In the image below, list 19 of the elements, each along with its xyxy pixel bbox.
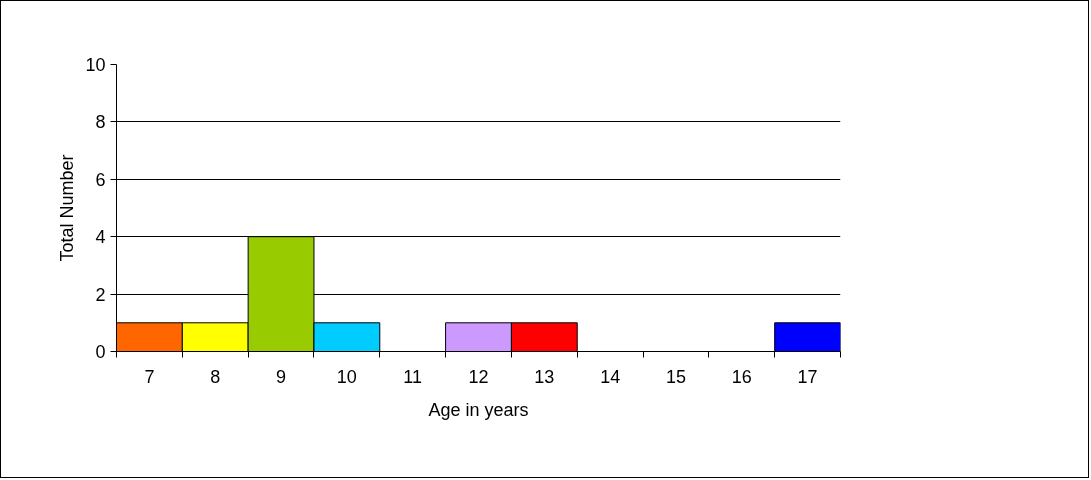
x-tick-label: 8: [210, 366, 221, 387]
x-tick-label: 7: [144, 366, 155, 387]
x-tick-label: 11: [403, 366, 423, 387]
x-tick-label: 13: [534, 366, 555, 387]
x-tick-label: 14: [600, 366, 621, 387]
x-tick-label: 10: [336, 366, 357, 387]
x-tick-label: 12: [468, 366, 489, 387]
y-axis-title: Total Number: [57, 154, 78, 262]
x-tick-label: 15: [665, 366, 686, 387]
x-axis-title: Age in years: [428, 399, 529, 420]
y-tick-label: 8: [95, 112, 106, 133]
y-tick-label: 6: [95, 169, 106, 190]
x-tick-label: 16: [731, 366, 752, 387]
x-tick-label: 17: [797, 366, 818, 387]
y-tick-label: 10: [85, 55, 106, 75]
y-tick-label: 2: [95, 284, 106, 305]
y-tick-label: 0: [95, 342, 106, 362]
y-tick-label: 4: [95, 227, 106, 248]
x-tick-label: 9: [276, 366, 287, 387]
